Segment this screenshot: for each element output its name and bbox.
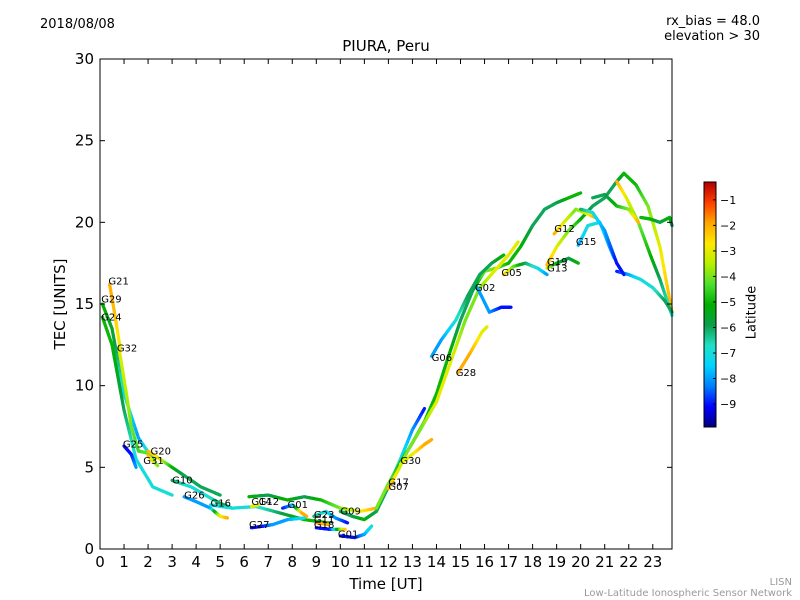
- y-axis-label: TEC [UNITS]: [51, 258, 69, 350]
- colorbar-tick-label: −9: [720, 398, 736, 411]
- series-label-G10: G10: [172, 476, 192, 487]
- y-tick-label: 25: [75, 132, 94, 150]
- x-tick-label: 23: [643, 553, 662, 571]
- series-trace-G24: [168, 492, 174, 497]
- date-label: 2018/08/08: [40, 17, 115, 32]
- x-tick-label: 1: [119, 553, 129, 571]
- series-label-G27: G27: [249, 520, 269, 531]
- series-label-G14: G14: [251, 497, 271, 508]
- x-tick-label: 20: [571, 553, 590, 571]
- y-tick-label: 20: [75, 213, 94, 231]
- series-trace-G20: [216, 492, 222, 497]
- chart-title: PIURA, Peru: [342, 37, 430, 55]
- x-tick-label: 19: [547, 553, 566, 571]
- series-trace-G01b: [369, 524, 374, 529]
- series-label-G32: G32: [117, 343, 137, 354]
- colorbar: [703, 181, 717, 428]
- x-tick-label: 4: [191, 553, 201, 571]
- x-tick-label: 6: [239, 553, 249, 571]
- series-label-G30: G30: [400, 456, 420, 467]
- colorbar-tick-label: −3: [720, 245, 736, 258]
- series-trace-G31: [155, 463, 160, 468]
- series-label-G19: G19: [547, 257, 567, 268]
- series-label-G11: G11: [314, 515, 334, 526]
- series-label-G12b: G12: [554, 224, 574, 235]
- x-tick-label: 13: [403, 553, 422, 571]
- series-label-G09: G09: [340, 507, 360, 518]
- series-label-G13: G13: [547, 263, 567, 274]
- series-label-G21: G21: [108, 276, 128, 287]
- series-label-G31: G31: [143, 456, 163, 467]
- x-tick-label: 5: [215, 553, 225, 571]
- footer-org-long: Low-Latitude Ionospheric Sensor Network: [584, 588, 792, 599]
- series-label-G17: G17: [388, 477, 408, 488]
- rx-bias-label: rx_bias = 48.0: [666, 14, 760, 29]
- series-trace-G07: [515, 240, 520, 245]
- series-trace-G16b: [621, 271, 626, 277]
- series-label-G29: G29: [101, 294, 121, 305]
- x-tick-label: 7: [263, 553, 273, 571]
- x-tick-label: 3: [167, 553, 177, 571]
- series-label-G28: G28: [456, 368, 476, 379]
- x-tick-label: 14: [427, 553, 446, 571]
- x-tick-label: 10: [331, 553, 350, 571]
- x-tick-label: 12: [379, 553, 398, 571]
- x-tick-label: 2: [143, 553, 153, 571]
- series-label-G07: G07: [388, 482, 408, 493]
- series-label-G16: G16: [211, 499, 231, 510]
- x-tick-label: 9: [312, 553, 322, 571]
- plot-area: [100, 59, 672, 549]
- series-label-G12: G12: [259, 497, 279, 508]
- x-tick-label: 21: [595, 553, 614, 571]
- series-label-G26: G26: [184, 490, 204, 501]
- colorbar-tick-label: −1: [720, 194, 736, 207]
- colorbar-tick-label: −6: [720, 321, 736, 334]
- series-label-G20: G20: [150, 446, 170, 457]
- series-trace-G06: [500, 253, 506, 258]
- series-trace-G25b: [635, 219, 640, 224]
- x-axis-label: Time [UT]: [349, 575, 423, 593]
- y-tick-label: 5: [84, 458, 94, 476]
- series-label-G25: G25: [123, 440, 143, 451]
- series-label-G02: G02: [475, 283, 495, 294]
- x-tick-label: 15: [451, 553, 470, 571]
- colorbar-tick-label: −8: [720, 373, 736, 386]
- colorbar-label: Latitude: [744, 285, 760, 340]
- series-label-G01b: G01: [338, 530, 358, 541]
- series-label-G24: G24: [101, 312, 121, 323]
- series-trace-G05: [544, 272, 549, 277]
- series-label-G01: G01: [287, 500, 307, 511]
- elevation-label: elevation > 30: [664, 29, 760, 44]
- series-label-G18: G18: [314, 520, 334, 531]
- x-tick-label: 11: [355, 553, 374, 571]
- series-label-G05: G05: [501, 268, 521, 279]
- y-tick-label: 30: [75, 50, 94, 68]
- y-tick-label: 10: [75, 377, 94, 395]
- x-tick-label: 22: [619, 553, 638, 571]
- y-tick-label: 15: [75, 295, 94, 313]
- colorbar-tick-label: −7: [720, 347, 736, 360]
- colorbar-tick-label: −4: [720, 270, 736, 283]
- y-tick-label: 0: [84, 540, 94, 558]
- x-tick-label: 0: [95, 553, 105, 571]
- x-tick-label: 18: [523, 553, 542, 571]
- series-label-G23: G23: [314, 510, 334, 521]
- colorbar-tick-label: −5: [720, 296, 736, 309]
- colorbar-tick-label: −2: [720, 219, 736, 232]
- x-tick-label: 16: [475, 553, 494, 571]
- series-label-G06: G06: [432, 353, 452, 364]
- series-label-G15: G15: [576, 237, 596, 248]
- footer-org-short: LISN: [769, 577, 792, 588]
- series-trace-G09: [421, 406, 427, 413]
- x-tick-label: 8: [287, 553, 297, 571]
- x-tick-label: 17: [499, 553, 518, 571]
